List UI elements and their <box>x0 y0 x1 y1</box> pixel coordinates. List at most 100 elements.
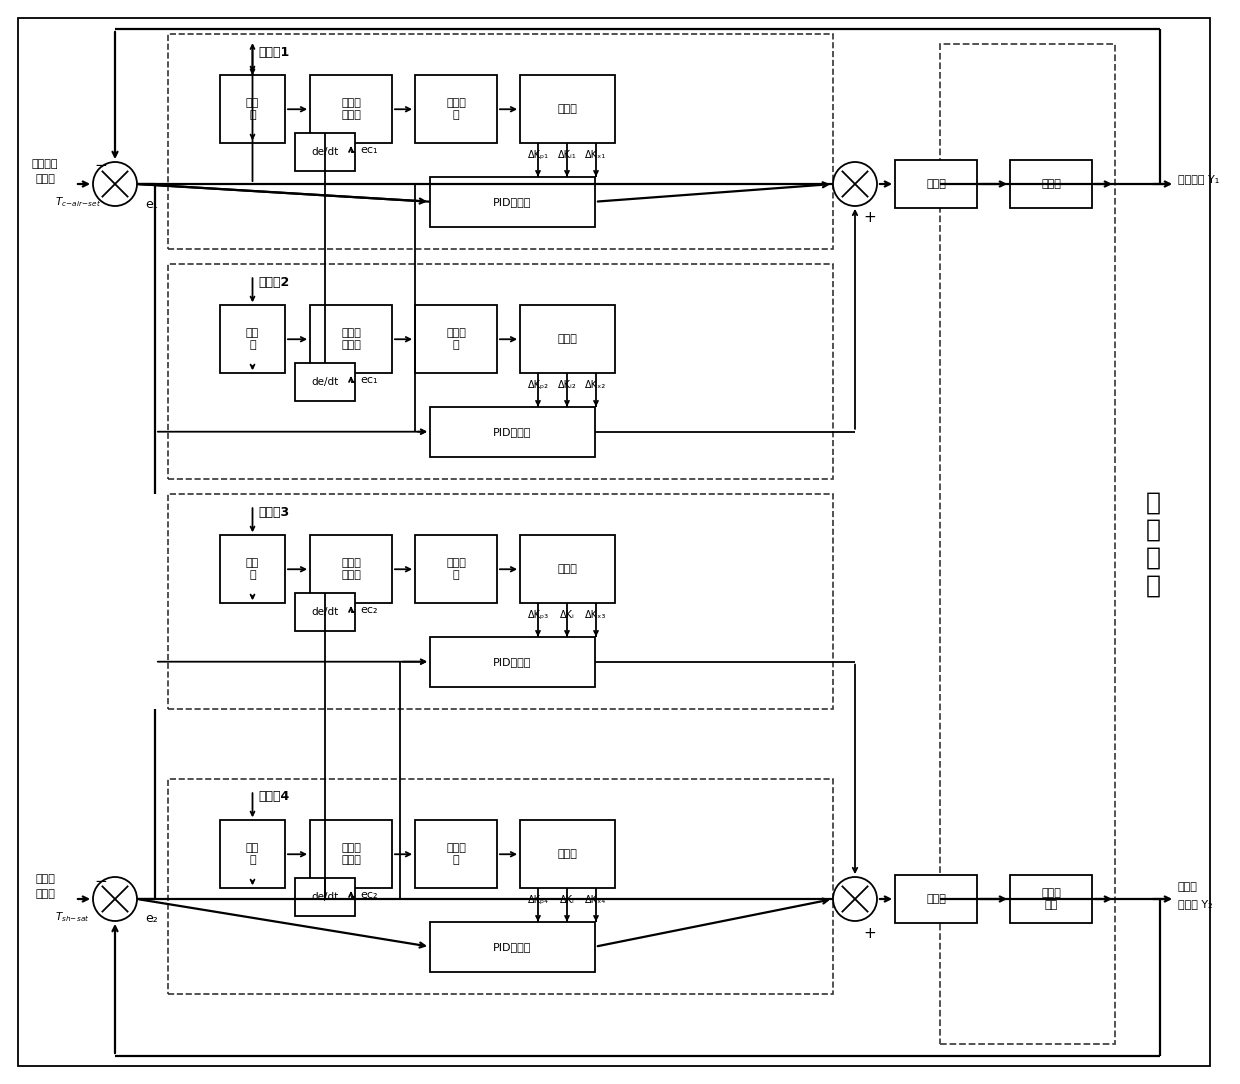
Text: ec₁: ec₁ <box>360 145 377 155</box>
Text: $T_{sh\!-\!sat}$: $T_{sh\!-\!sat}$ <box>55 911 89 924</box>
Bar <box>520 75 615 143</box>
Text: 模糊
化: 模糊 化 <box>246 99 259 120</box>
Text: 模糊
化: 模糊 化 <box>246 558 259 580</box>
Text: 解模糊: 解模糊 <box>558 104 578 114</box>
Bar <box>295 363 355 401</box>
Bar <box>415 535 497 604</box>
Bar <box>167 34 833 249</box>
Text: 控制剘4: 控制剘4 <box>258 790 289 803</box>
Bar <box>520 821 615 888</box>
Text: 设定値: 设定値 <box>35 175 55 184</box>
Text: ec₁: ec₁ <box>360 375 377 385</box>
Text: 电子膨
胀阀: 电子膨 胀阀 <box>1042 888 1061 909</box>
Text: 过热度: 过热度 <box>35 874 55 883</box>
Bar <box>430 406 595 456</box>
Text: ec₂: ec₂ <box>360 605 377 616</box>
Circle shape <box>93 162 136 206</box>
Bar <box>167 779 833 994</box>
Text: ΔKᵢ: ΔKᵢ <box>559 610 574 620</box>
Circle shape <box>833 162 877 206</box>
Text: 室内温度 Y₁: 室内温度 Y₁ <box>1178 175 1219 184</box>
Bar <box>219 821 285 888</box>
Text: −: − <box>94 158 108 173</box>
Bar <box>295 593 355 631</box>
Bar <box>415 306 497 373</box>
Text: ΔKₓ₂: ΔKₓ₂ <box>585 380 606 390</box>
Text: 控制剘2: 控制剘2 <box>258 275 289 288</box>
Text: 驱动器: 驱动器 <box>926 894 946 904</box>
Text: PID控制器: PID控制器 <box>494 942 532 952</box>
Circle shape <box>833 877 877 921</box>
Text: 室内温度: 室内温度 <box>32 159 58 169</box>
Bar <box>520 306 615 373</box>
Text: 模糊控
制规则: 模糊控 制规则 <box>341 558 361 580</box>
Text: 模糊控
制规则: 模糊控 制规则 <box>341 328 361 350</box>
Bar <box>430 921 595 971</box>
Bar <box>1011 875 1092 922</box>
Text: +: + <box>863 210 875 225</box>
Text: PID控制器: PID控制器 <box>494 657 532 667</box>
Text: de/dt: de/dt <box>311 607 339 617</box>
Bar <box>415 821 497 888</box>
Text: ΔKₓ₃: ΔKₓ₃ <box>585 610 606 620</box>
Text: PID控制器: PID控制器 <box>494 196 532 207</box>
Text: 制冷剂: 制冷剂 <box>1178 882 1198 892</box>
Text: 变频器: 变频器 <box>926 179 946 189</box>
Bar <box>295 133 355 171</box>
Text: ΔKₚ₁: ΔKₚ₁ <box>527 150 548 160</box>
Bar <box>295 878 355 916</box>
Text: 模糊推
理: 模糊推 理 <box>446 558 466 580</box>
Bar <box>219 306 285 373</box>
Text: ΔKₚ₃: ΔKₚ₃ <box>527 610 548 620</box>
Text: de/dt: de/dt <box>311 892 339 902</box>
Text: ΔKₓ₄: ΔKₓ₄ <box>585 895 606 905</box>
Text: e₁: e₁ <box>145 197 157 210</box>
Text: e₂: e₂ <box>145 913 157 926</box>
Text: ΔKᵢ₁: ΔKᵢ₁ <box>558 150 577 160</box>
Text: 解模糊: 解模糊 <box>558 849 578 860</box>
Text: ΔKᵢ: ΔKᵢ <box>559 895 574 905</box>
Text: 过热度 Y₂: 过热度 Y₂ <box>1178 899 1213 909</box>
Text: ΔKₚ₄: ΔKₚ₄ <box>527 895 548 905</box>
Circle shape <box>93 877 136 921</box>
Bar <box>167 264 833 479</box>
Bar <box>310 306 392 373</box>
Text: de/dt: de/dt <box>311 147 339 157</box>
Text: 设定値: 设定値 <box>35 889 55 899</box>
Bar <box>430 636 595 686</box>
Text: 热
泵
装
置: 热 泵 装 置 <box>1146 490 1161 597</box>
Text: 模糊
化: 模糊 化 <box>246 843 259 865</box>
Text: 解模糊: 解模糊 <box>558 565 578 575</box>
Text: PID控制器: PID控制器 <box>494 427 532 437</box>
Text: ΔKₚ₂: ΔKₚ₂ <box>527 380 548 390</box>
Text: 模糊控
制规则: 模糊控 制规则 <box>341 843 361 865</box>
Bar <box>415 75 497 143</box>
Text: 控制剘1: 控制剘1 <box>258 46 289 59</box>
Bar <box>1011 160 1092 208</box>
Bar <box>310 535 392 604</box>
Bar <box>520 535 615 604</box>
Bar <box>167 494 833 709</box>
Text: ΔKₓ₁: ΔKₓ₁ <box>585 150 606 160</box>
Bar <box>895 875 977 922</box>
Text: $T_{c\!-\!air\!-\!set}$: $T_{c\!-\!air\!-\!set}$ <box>55 195 102 209</box>
Text: 模糊推
理: 模糊推 理 <box>446 328 466 350</box>
Text: 模糊推
理: 模糊推 理 <box>446 99 466 120</box>
Text: 压缩机: 压缩机 <box>1042 179 1061 189</box>
Text: 模糊控
制规则: 模糊控 制规则 <box>341 99 361 120</box>
Bar <box>940 44 1115 1044</box>
Bar <box>310 821 392 888</box>
Text: de/dt: de/dt <box>311 377 339 387</box>
Bar <box>310 75 392 143</box>
Text: 模糊推
理: 模糊推 理 <box>446 843 466 865</box>
Text: 解模糊: 解模糊 <box>558 334 578 345</box>
Text: 控制剘3: 控制剘3 <box>258 505 289 518</box>
Text: ec₂: ec₂ <box>360 890 377 900</box>
Text: −: − <box>94 874 108 889</box>
Text: ΔKᵢ₂: ΔKᵢ₂ <box>558 380 577 390</box>
Text: 模糊
化: 模糊 化 <box>246 328 259 350</box>
Bar <box>895 160 977 208</box>
Bar <box>219 535 285 604</box>
Bar <box>219 75 285 143</box>
Text: +: + <box>863 926 875 941</box>
